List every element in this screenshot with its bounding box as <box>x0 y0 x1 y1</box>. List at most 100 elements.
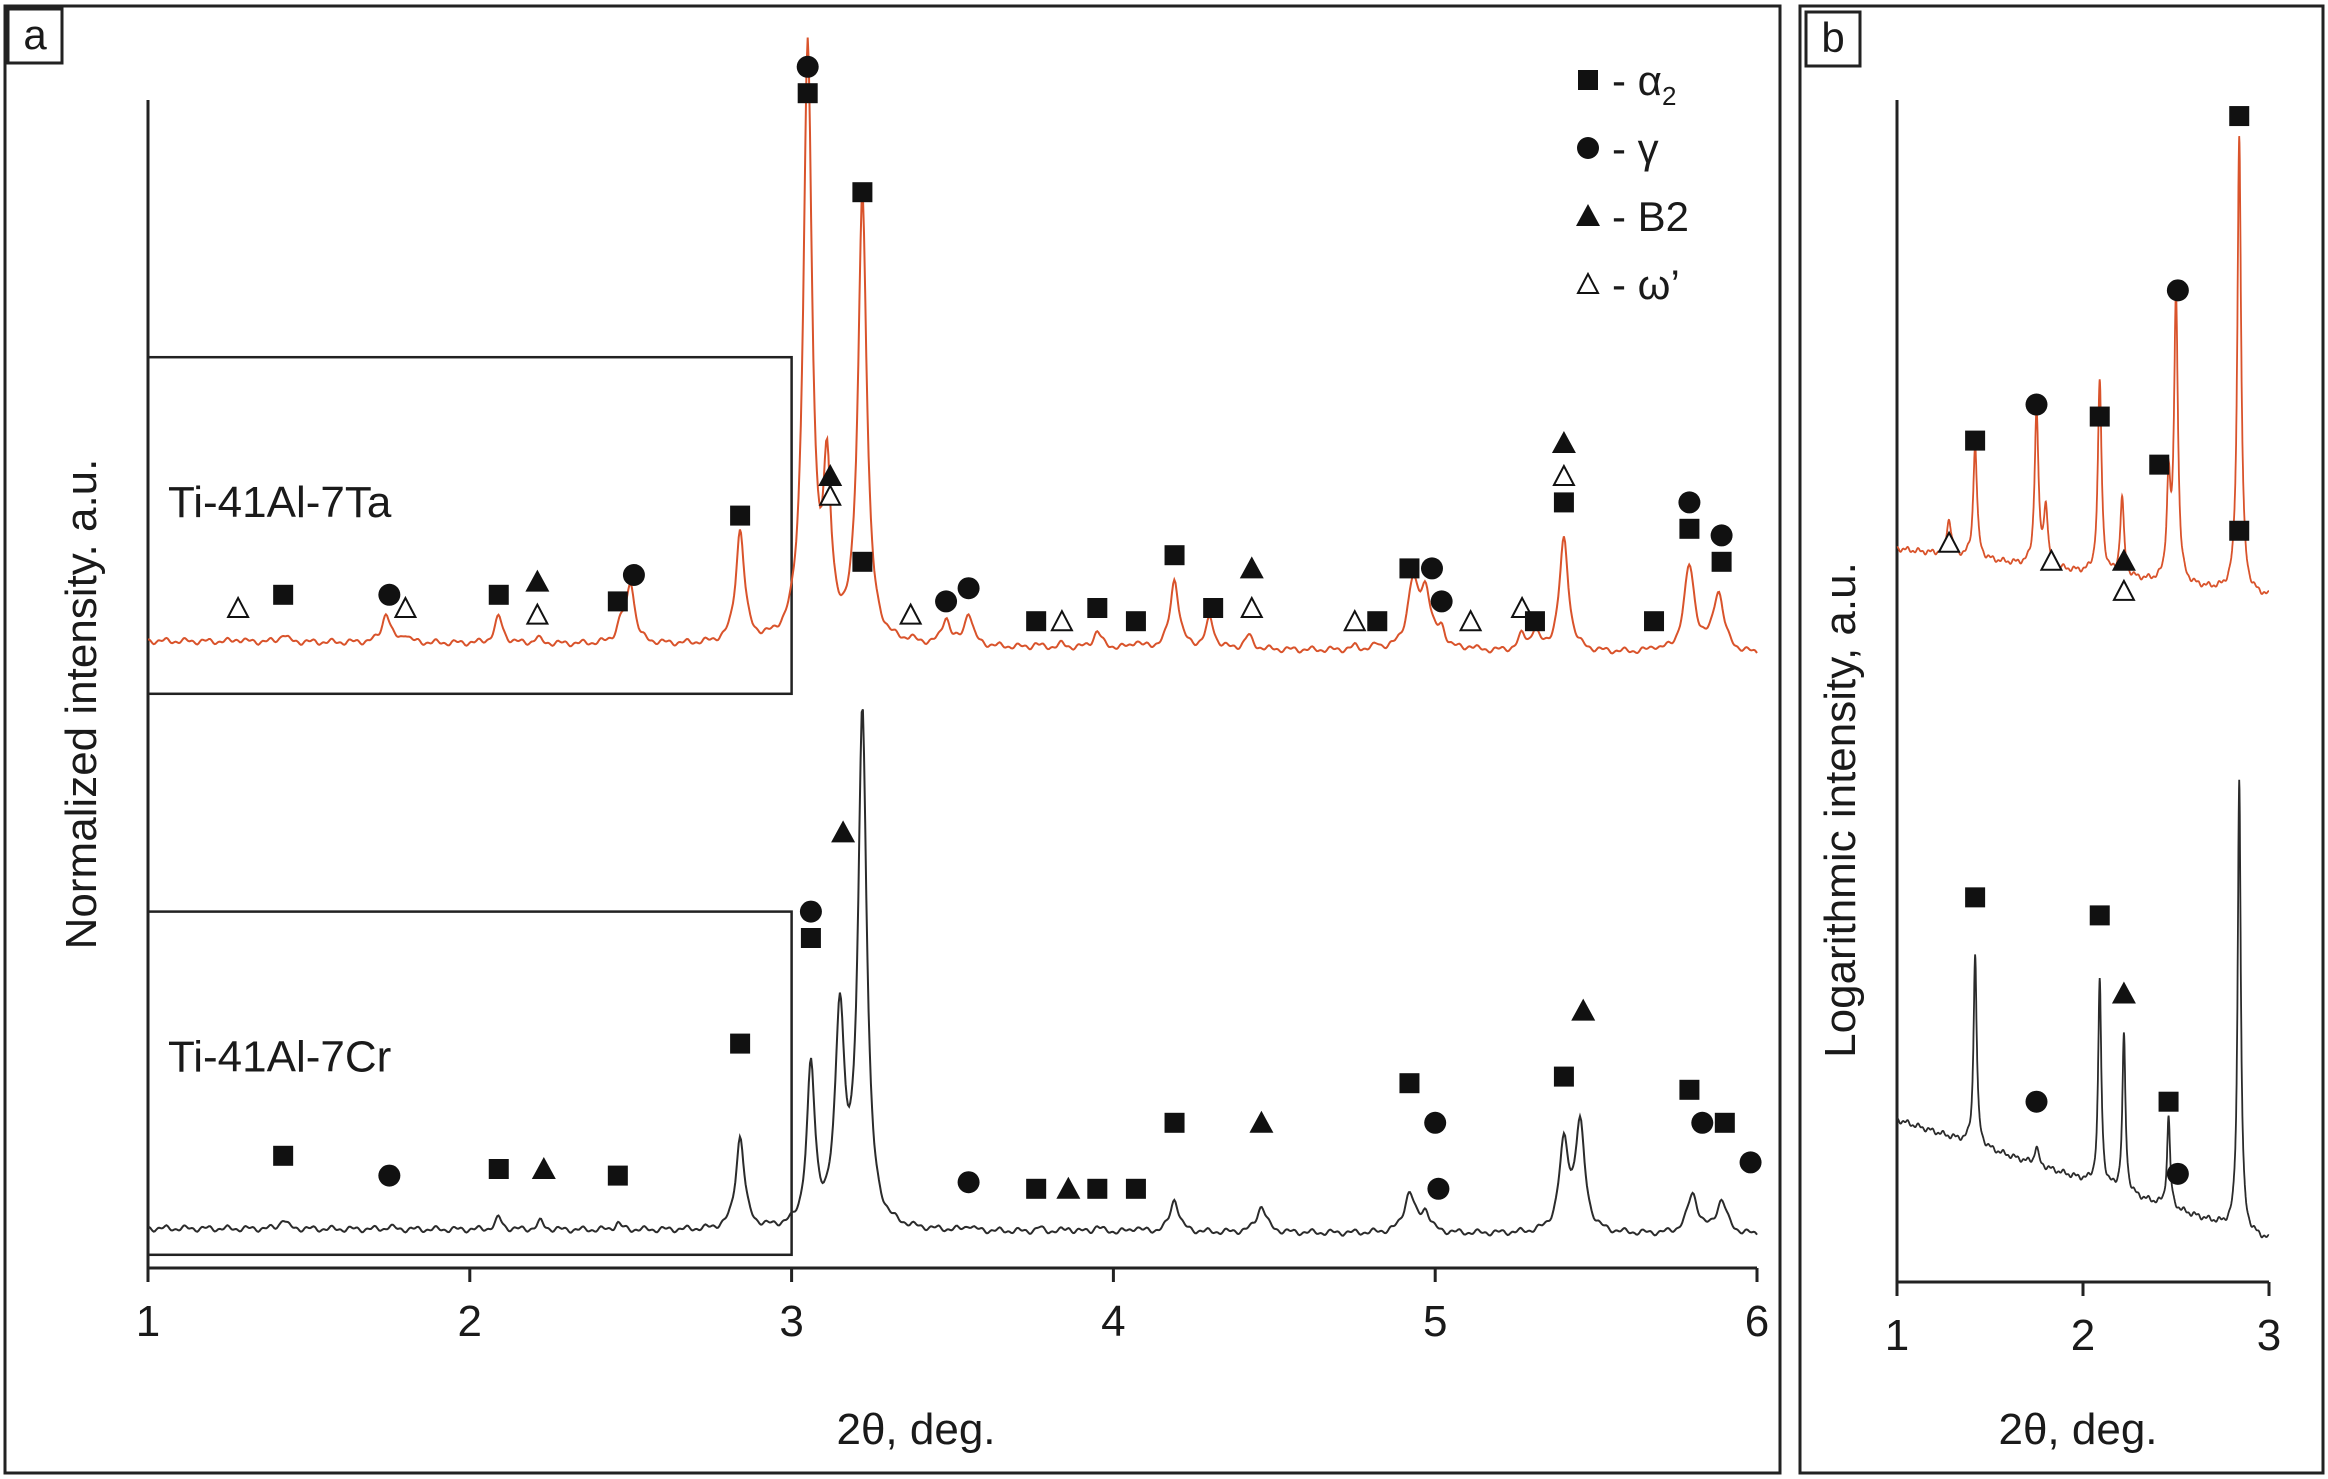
gamma-marker <box>622 564 645 586</box>
b2-marker <box>2111 548 2136 571</box>
gamma-marker <box>1427 1177 1450 1200</box>
alpha2-marker <box>488 584 509 605</box>
alpha2-marker <box>1087 598 1108 618</box>
alpha2-marker <box>1524 611 1545 632</box>
b2-marker <box>525 569 550 592</box>
gamma-marker <box>957 577 980 600</box>
b2-marker <box>1239 556 1264 579</box>
legend-gamma-symbol <box>1577 137 1599 159</box>
omega-marker <box>525 602 550 625</box>
panel-a-x-axis-label: 2θ, deg. <box>836 1405 995 1454</box>
series-line-ti-41al-7ta <box>148 37 1758 655</box>
alpha2-marker <box>1367 611 1388 632</box>
b2-marker <box>831 820 856 843</box>
x-tick-label: 3 <box>779 1297 803 1346</box>
alpha2-marker <box>730 505 751 526</box>
alpha2-marker <box>852 551 873 572</box>
alpha2-marker <box>1679 1079 1700 1100</box>
series-line-ti-41al-7ta <box>1896 136 2269 595</box>
x-tick-label: 2 <box>458 1297 482 1346</box>
panel-a-series-lines <box>147 37 1758 1237</box>
panel-a-label-box <box>6 7 64 65</box>
alpha2-marker <box>273 1145 294 1166</box>
alpha2-marker <box>1087 1178 1108 1199</box>
alpha2-marker <box>2089 406 2110 427</box>
gamma-marker <box>2025 1090 2048 1113</box>
alpha2-marker <box>2229 106 2250 127</box>
x-tick-label: 3 <box>2257 1311 2281 1360</box>
omega-marker <box>1050 609 1074 632</box>
alpha2-marker <box>1679 518 1700 539</box>
omega-marker <box>2039 548 2064 571</box>
panel-b-frame <box>1798 4 2325 1475</box>
alpha2-marker <box>2149 454 2170 475</box>
b2-marker <box>1571 998 1596 1021</box>
omega-marker <box>1343 609 1367 632</box>
alpha2-marker <box>2158 1091 2179 1112</box>
panel-a-axes: 1 2 3 4 5 6 <box>136 100 1769 1346</box>
inset-box <box>146 355 793 696</box>
alpha2-marker <box>1125 1178 1146 1199</box>
b2-marker <box>1249 1110 1274 1133</box>
gamma-marker <box>2166 279 2189 302</box>
omega-marker <box>818 483 842 506</box>
gamma-marker <box>378 1164 401 1187</box>
alpha2-marker <box>273 584 294 605</box>
alpha2-marker <box>1399 558 1420 579</box>
gamma-marker <box>957 1171 980 1194</box>
series-name-label: Ti-41Al-7Ta <box>168 478 392 527</box>
gamma-marker <box>799 900 822 923</box>
panel-b-label: b <box>1821 14 1844 61</box>
panel-a-label: a <box>23 11 47 58</box>
panel-b-series-lines <box>1896 136 2270 1239</box>
omega-marker <box>1240 595 1264 618</box>
omega-marker <box>899 602 923 625</box>
legend-label: - B2 <box>1612 193 1689 240</box>
legend-b2-symbol <box>1576 204 1600 226</box>
panel-a-y-axis-label: Normalized intensity. a.u. <box>57 459 106 950</box>
omega-marker <box>1552 463 1576 486</box>
omega-marker <box>2112 578 2136 601</box>
alpha2-marker <box>1203 598 1224 618</box>
gamma-marker <box>1424 1111 1447 1134</box>
x-tick-label: 2 <box>2071 1311 2095 1360</box>
panel-b-label-box <box>1804 10 1862 68</box>
x-tick-label: 1 <box>136 1297 160 1346</box>
b2-marker <box>2111 981 2136 1004</box>
legend-omega-symbol <box>1576 271 1600 294</box>
alpha2-marker <box>1399 1073 1420 1094</box>
legend: - α2 - γ - B2 - ω’ <box>1576 57 1689 308</box>
gamma-marker <box>1691 1111 1714 1134</box>
gamma-marker <box>796 55 819 78</box>
alpha2-marker <box>852 182 873 203</box>
legend-subscript: 2 <box>1662 81 1676 111</box>
alpha2-marker <box>1711 551 1732 572</box>
panel-a-frame <box>3 4 1782 1475</box>
gamma-marker <box>378 583 401 606</box>
alpha2-marker <box>730 1033 751 1054</box>
series-name-label: Ti-41Al-7Cr <box>168 1033 391 1082</box>
b2-marker <box>818 464 843 486</box>
legend-label: - ω’ <box>1612 261 1680 308</box>
gamma-marker <box>2025 393 2048 416</box>
b2-marker <box>1056 1176 1081 1199</box>
panel-b: b 1 2 3 2θ, deg. Logarithmic intensity, a.… <box>1798 4 2325 1475</box>
gamma-marker <box>2166 1162 2189 1185</box>
gamma-marker <box>1678 491 1701 514</box>
alpha2-marker <box>797 83 818 104</box>
gamma-marker <box>1710 524 1733 547</box>
x-tick-label: 6 <box>1745 1297 1769 1346</box>
series-line-ti-41al-7cr <box>147 708 1758 1237</box>
panel-b-phase-markers <box>1937 106 2250 1185</box>
alpha2-marker <box>1164 545 1185 566</box>
gamma-marker <box>935 590 958 613</box>
alpha2-marker <box>1553 1066 1574 1087</box>
alpha2-marker <box>1164 1112 1185 1133</box>
omega-marker <box>393 595 418 618</box>
panel-a-inset-boxes <box>146 355 793 1257</box>
legend-alpha2-symbol <box>1578 70 1598 90</box>
alpha2-marker <box>2229 520 2250 541</box>
panel-a-series-names: Ti-41Al-7Ta Ti-41Al-7Cr <box>168 478 392 1081</box>
